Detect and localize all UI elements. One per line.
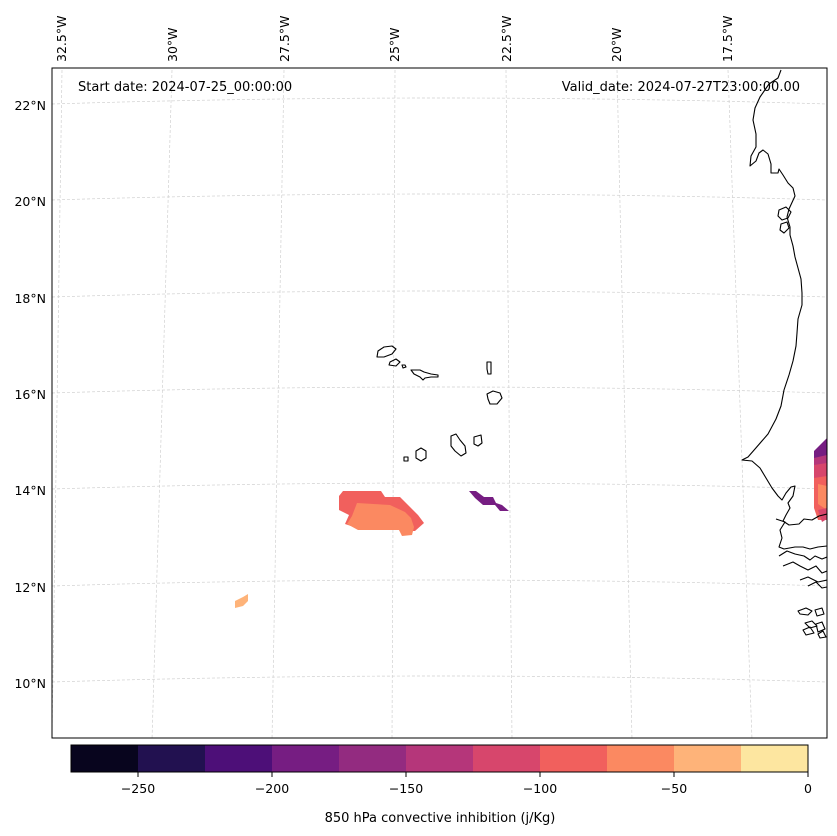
map-background xyxy=(52,68,827,738)
lat-label-22n: 22°N xyxy=(14,98,46,113)
lat-label-16n: 16°N xyxy=(14,387,46,402)
start-date-label: Start date: 2024-07-25_00:00:00 xyxy=(78,80,292,95)
colorbar-segment xyxy=(473,745,541,772)
meridian-gridline xyxy=(52,69,63,738)
island-sao-vicente xyxy=(388,358,401,367)
parallel-gridline xyxy=(52,290,827,298)
meridian-gridline xyxy=(505,69,513,738)
parallel-gridline xyxy=(52,97,827,105)
lon-label-30w: 30°W xyxy=(165,27,180,62)
island-boa-vista xyxy=(486,390,503,405)
island-santa-luzia xyxy=(401,364,407,369)
colorbar-segment xyxy=(607,745,675,772)
colorbar-title: 850 hPa convective inhibition (j/Kg) xyxy=(325,811,556,826)
meridian-gridline xyxy=(151,69,173,738)
colorbar-tick-label: −250 xyxy=(121,781,155,796)
colorbar-segment xyxy=(71,745,139,772)
gridlines xyxy=(52,69,827,738)
colorbar-segment xyxy=(138,745,206,772)
lat-label-18n: 18°N xyxy=(14,291,46,306)
cin-patch-southwest-inner xyxy=(347,503,414,536)
lon-label-25w: 25°W xyxy=(387,27,402,62)
bissagos-islands xyxy=(797,607,827,639)
parallel-gridline xyxy=(52,675,827,683)
parallel-gridline xyxy=(52,482,827,490)
colorbar-tick-label: 0 xyxy=(804,781,812,796)
island-santiago xyxy=(450,433,467,457)
colorbar-ticks xyxy=(137,772,809,777)
colorbar-segment xyxy=(406,745,474,772)
lat-label-12n: 12°N xyxy=(14,580,46,595)
map-frame xyxy=(51,67,828,739)
colorbar-frame xyxy=(70,744,809,773)
meridian-gridline xyxy=(391,69,396,738)
latitude-labels: 22°N 20°N 18°N 16°N 14°N 12°N 10°N xyxy=(14,98,46,691)
colorbar-segment xyxy=(674,745,742,772)
island-sal xyxy=(486,361,492,375)
parallel-gridline xyxy=(52,193,827,201)
parallel-gridline xyxy=(52,579,827,587)
colorbar-segment xyxy=(205,745,273,772)
lon-label-20w: 20°W xyxy=(609,27,624,62)
colorbar-tick-label: −200 xyxy=(255,781,289,796)
banc-arguin-islands xyxy=(777,206,792,234)
colorbar-segment xyxy=(272,745,340,772)
island-sao-nicolau xyxy=(410,369,439,381)
colorbar-segments xyxy=(71,745,809,772)
cin-patch-senegal-coast xyxy=(814,438,827,522)
lon-label-22-5w: 22.5°W xyxy=(499,16,514,62)
valid-date-label: Valid_date: 2024-07-27T23:00:00.00 xyxy=(562,80,800,95)
lat-label-14n: 14°N xyxy=(14,483,46,498)
meridian-gridline xyxy=(727,69,753,738)
colorbar-segment xyxy=(741,745,809,772)
lon-label-17-5w: 17.5°W xyxy=(720,16,735,62)
parallel-gridline xyxy=(52,386,827,394)
colorbar-tick-label: −50 xyxy=(661,781,687,796)
lon-label-32-5w: 32.5°W xyxy=(54,16,69,62)
lat-label-10n: 10°N xyxy=(14,676,46,691)
colorbar-tick-label: −100 xyxy=(523,781,557,796)
island-fogo xyxy=(415,447,427,462)
longitude-labels: 32.5°W 30°W 27.5°W 25°W 22.5°W 20°W 17.5… xyxy=(54,16,735,62)
colorbar-segment xyxy=(339,745,407,772)
gambia-river-coast xyxy=(775,518,827,550)
island-maio xyxy=(473,434,483,447)
meridian-gridline xyxy=(616,69,633,738)
coastlines xyxy=(376,69,827,639)
africa-coastline xyxy=(741,69,827,526)
island-brava xyxy=(403,456,409,462)
island-santo-antao xyxy=(376,345,397,358)
guinea-bissau-coast xyxy=(778,550,827,589)
lat-label-20n: 20°N xyxy=(14,194,46,209)
colorbar: −250 −200 −150 −100 −50 0 850 hPa convec… xyxy=(70,744,812,826)
colorbar-tick-label: −150 xyxy=(389,781,423,796)
lon-label-27-5w: 27.5°W xyxy=(277,16,292,62)
colorbar-segment xyxy=(540,745,608,772)
cin-patch-south-strip xyxy=(469,491,509,511)
meridian-gridline xyxy=(271,69,285,738)
cin-patch-southwest-small xyxy=(235,594,248,608)
